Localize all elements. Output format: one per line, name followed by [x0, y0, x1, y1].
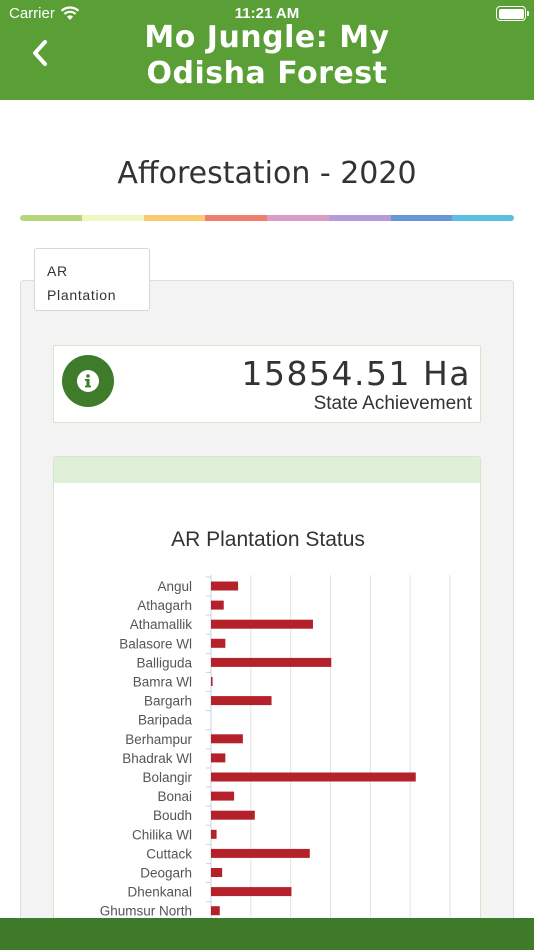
chart-category-label: Cuttack: [146, 846, 192, 861]
chart-category-label: Bolangir: [142, 770, 192, 785]
app-title-line-1: Mo Jungle: My: [144, 20, 390, 55]
stripe-segment: [390, 215, 453, 221]
info-icon: [77, 370, 99, 392]
chart-category-label: Angul: [157, 579, 192, 594]
chart-category-label: Berhampur: [125, 732, 192, 747]
chart-category-label: Athagarh: [137, 598, 192, 613]
stripe-segment: [328, 215, 391, 221]
chart-bar: [211, 753, 226, 763]
chart-bar: [211, 906, 220, 916]
stripe-segment: [81, 215, 144, 221]
chart-bar: [211, 638, 226, 648]
chart-card: AR Plantation Status Angul Athagarh Athamal…: [53, 456, 481, 940]
chart-category-label: Boudh: [153, 808, 192, 823]
status-time: 11:21 AM: [234, 5, 300, 22]
chart-bar: [211, 887, 292, 897]
chart-category-label: Deogarh: [140, 866, 192, 881]
chart-bar: [211, 581, 239, 591]
bottom-bar: [0, 918, 534, 950]
chart-category-label: Bonai: [157, 789, 192, 804]
carrier-label: Carrier: [9, 5, 55, 22]
back-arrow-icon[interactable]: [26, 38, 56, 68]
chart-category-label: Athamallik: [130, 617, 193, 632]
chart-category-label: Balasore Wl: [119, 636, 192, 651]
carrier-info: Carrier: [9, 5, 80, 22]
chart-bar: [211, 772, 416, 782]
page-title: Afforestation - 2020: [117, 156, 417, 191]
tab-label-line-2: Plantation: [47, 287, 117, 303]
chart-category-label: Bhadrak Wl: [122, 751, 192, 766]
tab-ar-plantation[interactable]: AR Plantation: [34, 248, 150, 311]
chart-category-label: Bargarh: [144, 694, 192, 709]
battery-icon: [496, 6, 529, 21]
app-header: Carrier 11:21 AM Mo Jungle: My Odisha Fo…: [0, 0, 534, 100]
stripe-segment: [205, 215, 267, 221]
chart-category-label: Bamra Wl: [133, 675, 192, 690]
stripe-segment: [20, 215, 82, 221]
stripe-segment: [267, 215, 329, 221]
achievement-value: 15854.51 Ha: [241, 354, 471, 393]
chart-title: AR Plantation Status: [171, 528, 365, 551]
chart-bar: [211, 810, 255, 820]
chart-category-label: Dhenkanal: [127, 885, 192, 900]
chart-card-header: [54, 457, 480, 483]
chart-category-label: Chilika Wl: [132, 827, 192, 842]
app-title-line-2: Odisha Forest: [146, 56, 388, 91]
chart-bar: [211, 696, 272, 706]
chart-bar: [211, 734, 243, 744]
info-badge: [62, 355, 114, 407]
ar-plantation-chart: AR Plantation Status Angul Athagarh Athamal…: [100, 528, 451, 939]
tab-label-line-1: AR: [47, 263, 68, 279]
chart-category-label: Baripada: [138, 713, 193, 728]
stripe-segment: [452, 215, 514, 221]
chart-bar: [211, 600, 224, 610]
chart-category-label: Balliguda: [136, 655, 192, 670]
chart-bar: [211, 848, 310, 858]
color-stripe-divider: [20, 215, 514, 221]
achievement-label: State Achievement: [313, 393, 472, 414]
status-bar: Carrier 11:21 AM: [0, 0, 534, 28]
chart-bar: [211, 657, 332, 667]
chart-bar: [211, 868, 223, 877]
state-achievement-card: 15854.51 Ha State Achievement: [53, 345, 481, 423]
chart-bar: [211, 791, 235, 801]
wifi-icon: [60, 6, 80, 20]
chart-category-label: Ghumsur North: [100, 904, 192, 919]
app-title: Mo Jungle: My Odisha Forest: [60, 20, 474, 92]
stripe-segment: [143, 215, 206, 221]
chart-bar: [211, 619, 313, 629]
chart-bar: [211, 829, 217, 839]
chart-bar: [211, 677, 213, 686]
